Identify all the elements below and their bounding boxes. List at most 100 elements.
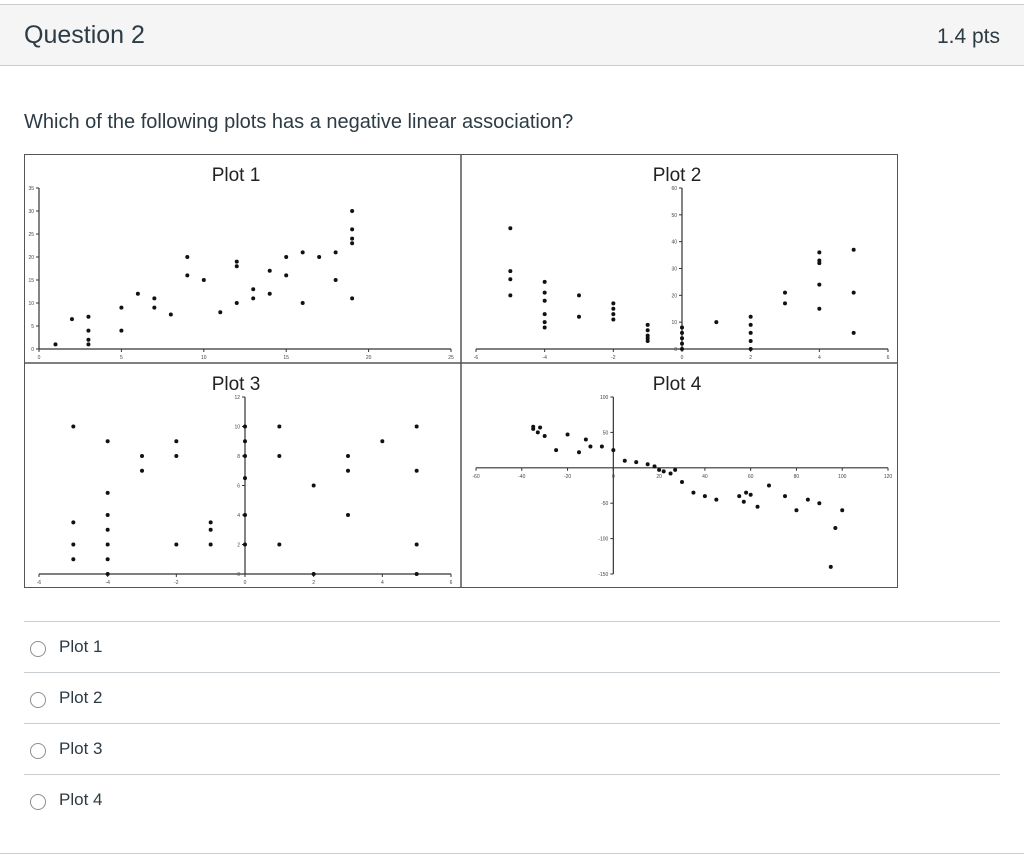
data-point (817, 250, 822, 255)
data-point (218, 310, 223, 315)
x-tick-label: 4 (381, 580, 384, 586)
question-points: 1.4 pts (936, 25, 1000, 48)
data-point (174, 542, 179, 547)
data-point (817, 501, 822, 506)
data-point (300, 301, 305, 305)
footer-divider (0, 853, 1024, 854)
answer-label: Plot 2 (59, 688, 103, 707)
radio-button[interactable] (30, 692, 46, 708)
y-tick-label: 8 (237, 454, 240, 460)
radio-button[interactable] (30, 743, 46, 759)
data-point (748, 322, 753, 327)
x-tick-label: 80 (794, 474, 800, 480)
data-point (105, 527, 110, 532)
data-point (508, 269, 513, 274)
x-tick-label: 60 (748, 474, 754, 480)
x-tick-label: 100 (838, 474, 847, 480)
data-point (828, 564, 833, 569)
data-point (71, 542, 76, 547)
data-point (748, 314, 753, 319)
y-tick-label: 30 (671, 267, 677, 273)
y-tick-label: 25 (28, 232, 34, 238)
data-point (105, 542, 110, 547)
y-tick-label: 5 (31, 324, 34, 330)
data-point (69, 317, 74, 322)
data-point (277, 424, 282, 429)
data-point (350, 227, 355, 232)
data-point (680, 479, 684, 484)
data-point (185, 255, 190, 259)
plot-4: Plot 4 -60 -40 -20 0 20 40 60 80 100 120 -150 -100 -5… (472, 374, 892, 578)
data-point (645, 328, 650, 333)
answer-option-plot-2[interactable]: Plot 2 (24, 672, 1000, 723)
data-point (645, 462, 650, 467)
data-point (691, 490, 696, 495)
y-tick-label: 2 (237, 543, 240, 549)
data-point (542, 312, 547, 317)
y-tick-label: -50 (601, 501, 608, 507)
x-tick-label: -2 (611, 355, 616, 361)
data-point (634, 460, 639, 465)
data-point (152, 305, 157, 310)
data-point (714, 320, 719, 325)
y-tick-label: 50 (603, 430, 609, 436)
data-point (748, 338, 753, 343)
x-tick-label: -6 (474, 355, 479, 361)
data-point (119, 328, 124, 333)
data-point (577, 293, 581, 298)
data-point (350, 236, 355, 241)
data-point (583, 437, 588, 442)
data-point (783, 494, 787, 499)
answer-option-plot-1[interactable]: Plot 1 (24, 621, 1000, 672)
data-point (208, 542, 213, 547)
data-point (702, 494, 707, 499)
data-point (251, 287, 256, 292)
x-tick-label: 120 (884, 474, 893, 480)
data-point (645, 322, 650, 327)
answer-option-plot-3[interactable]: Plot 3 (24, 723, 1000, 774)
data-point (414, 424, 419, 429)
data-point (657, 467, 662, 472)
y-tick-label: 0 (674, 347, 677, 353)
data-point (565, 432, 570, 437)
data-point (542, 290, 547, 295)
x-tick-label: 2 (749, 355, 752, 361)
data-point (267, 291, 272, 296)
data-point (86, 328, 91, 333)
y-tick-label: 100 (600, 395, 609, 401)
data-point (794, 508, 799, 513)
data-point (333, 250, 338, 255)
y-tick-label: 10 (671, 320, 677, 326)
data-point (105, 513, 110, 517)
data-point (105, 572, 110, 576)
plot-title: Plot 2 (653, 165, 702, 186)
data-point (611, 306, 616, 311)
data-point (86, 314, 91, 319)
data-point (119, 305, 124, 310)
data-point (508, 277, 513, 282)
data-point (817, 261, 822, 266)
data-point (508, 226, 513, 231)
data-point (333, 278, 338, 282)
data-point (243, 513, 247, 517)
radio-button[interactable] (30, 641, 46, 657)
data-point (243, 439, 247, 444)
plot-title: Plot 3 (212, 374, 261, 395)
answer-option-plot-4[interactable]: Plot 4 (24, 774, 1000, 825)
data-point (714, 497, 719, 502)
data-point (817, 306, 822, 311)
x-tick-label: 10 (201, 355, 207, 361)
x-tick-label: -2 (174, 580, 179, 586)
data-point (851, 330, 856, 335)
data-point (577, 450, 581, 455)
data-point (350, 296, 355, 301)
y-tick-label: 0 (237, 572, 240, 578)
radio-button[interactable] (30, 794, 46, 810)
data-point (817, 282, 822, 287)
data-point (350, 241, 355, 246)
data-point (668, 471, 673, 476)
x-tick-label: 15 (283, 355, 289, 361)
data-point (105, 490, 110, 495)
data-point (508, 293, 513, 298)
data-point (531, 426, 536, 431)
